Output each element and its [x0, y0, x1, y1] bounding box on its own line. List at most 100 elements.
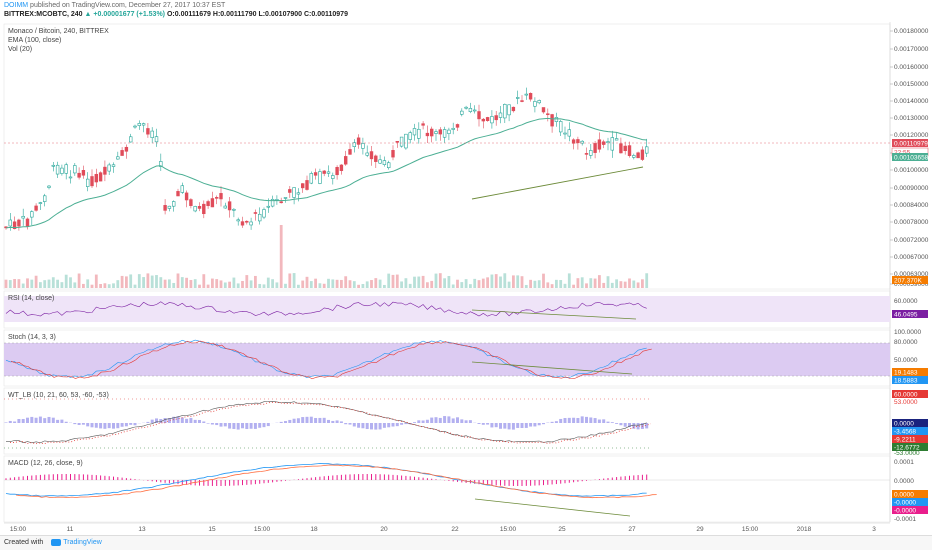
volume-bar — [236, 283, 240, 288]
volume-bar — [112, 283, 115, 288]
wt-histogram-bar — [507, 423, 511, 430]
candle-body — [627, 145, 632, 156]
wt-histogram-bar — [623, 423, 627, 427]
candle-body — [563, 132, 567, 135]
wt-v1: -3.4568 — [894, 429, 916, 436]
volume-bar — [623, 281, 627, 288]
ema-line — [5, 117, 647, 229]
volume-bar — [559, 280, 563, 288]
author-link[interactable]: DOIMM — [4, 2, 29, 9]
volume-bar — [77, 273, 81, 288]
volume-bar — [297, 284, 300, 288]
wt-histogram-bar — [585, 416, 588, 423]
wt-pane[interactable] — [3, 387, 891, 455]
wt-histogram-bar — [503, 423, 507, 429]
volume-bar — [387, 273, 391, 288]
macd-line — [5, 463, 647, 497]
wt-histogram-bar — [266, 423, 270, 427]
wt-histogram-bar — [619, 423, 623, 426]
wt-histogram-bar — [632, 423, 636, 429]
ema-text: 0.00103658 — [894, 155, 929, 162]
volume-bar — [279, 224, 283, 288]
macd-tick-pos: 0.0001 — [894, 459, 914, 466]
wt-histogram-bar — [180, 417, 184, 423]
candle-body — [25, 218, 30, 227]
volume-bar — [125, 276, 128, 288]
wt-histogram-bar — [262, 423, 266, 428]
candle-body — [576, 139, 580, 144]
candle-body — [511, 106, 516, 112]
volume-bar — [116, 280, 120, 288]
candle-body — [331, 175, 335, 179]
main-pane[interactable] — [3, 23, 891, 290]
candle-body — [223, 205, 227, 209]
indicator-layer — [4, 301, 890, 517]
chart-canvas[interactable]: Monaco / Bitcoin, 240, BITTREX EMA (100,… — [0, 22, 932, 535]
candle-body — [386, 162, 391, 169]
candle-body — [55, 164, 60, 175]
macd-v2: -0.0000 — [894, 500, 916, 507]
volume-bar — [219, 280, 223, 288]
volume-bar — [211, 278, 214, 288]
price-tick-label: 0.00170000 — [894, 46, 929, 53]
wt-histogram-bar — [193, 419, 197, 423]
stoch-tick-80: 80.0000 — [894, 339, 918, 346]
candle-body — [141, 123, 146, 126]
candle-body — [623, 145, 627, 151]
wt-histogram-bar — [56, 419, 60, 423]
volume-bar — [602, 282, 606, 288]
volume-bar — [90, 284, 94, 288]
candle-body — [335, 167, 339, 176]
wt-histogram-bar — [34, 417, 38, 423]
wt-histogram-bar — [589, 417, 593, 423]
wt-histogram-bar — [159, 419, 163, 423]
wt-histogram-bar — [241, 423, 244, 429]
tradingview-link[interactable]: TradingView — [63, 539, 102, 546]
volume-bar — [503, 273, 507, 288]
wt-histogram-bar — [645, 423, 649, 429]
wt-histogram-bar — [318, 417, 322, 423]
tradingview-logo-icon — [51, 538, 62, 546]
volume-bar — [47, 279, 51, 288]
price-tick-label: 0.00067000 — [894, 254, 929, 261]
volume-bar — [232, 277, 236, 288]
volume-bar — [383, 284, 386, 288]
volume-bar — [146, 273, 150, 288]
candle-body — [245, 220, 249, 223]
volume-bar — [477, 280, 481, 288]
wt-histogram-bar — [434, 417, 438, 423]
volume-bar — [408, 283, 412, 288]
volume-bar — [490, 274, 494, 288]
price-tick-label: 0.00140000 — [894, 98, 929, 105]
candle-body — [619, 143, 623, 154]
volume-bar — [576, 278, 580, 288]
volume-bar — [99, 284, 102, 288]
volume-bar — [580, 277, 584, 288]
candle-body — [541, 107, 546, 113]
volume-text: 207.370K — [894, 278, 922, 285]
wt-histogram-bar — [597, 419, 601, 423]
candle-body — [429, 128, 434, 137]
wt-histogram-bar — [107, 423, 111, 429]
macd-pane[interactable] — [3, 455, 891, 523]
volume-bar — [60, 282, 64, 288]
time-axis[interactable]: 15:00 11 13 15 15:00 18 20 22 15:00 25 27 29 15:00 20… — [4, 522, 890, 533]
wt-histogram-bar — [580, 416, 584, 423]
vol-label: Vol (20) — [8, 46, 32, 53]
wt-histogram-bar — [94, 423, 98, 428]
candle-body — [490, 116, 494, 124]
volume-bar — [94, 274, 98, 288]
last-price-text: 0.00110979 — [894, 141, 928, 148]
wt-histogram-bar — [352, 423, 356, 427]
candle-body — [86, 178, 90, 187]
time-tick-label: 15 — [208, 526, 216, 533]
candle-body — [81, 170, 86, 176]
volume-bar — [438, 273, 442, 288]
volume-bar — [39, 282, 42, 288]
candle-body — [442, 129, 447, 138]
volume-bar — [43, 280, 47, 288]
candle-body — [133, 125, 137, 128]
volume-bar — [331, 279, 335, 288]
macd-v2-tag — [892, 498, 928, 506]
candle-body — [120, 150, 124, 156]
